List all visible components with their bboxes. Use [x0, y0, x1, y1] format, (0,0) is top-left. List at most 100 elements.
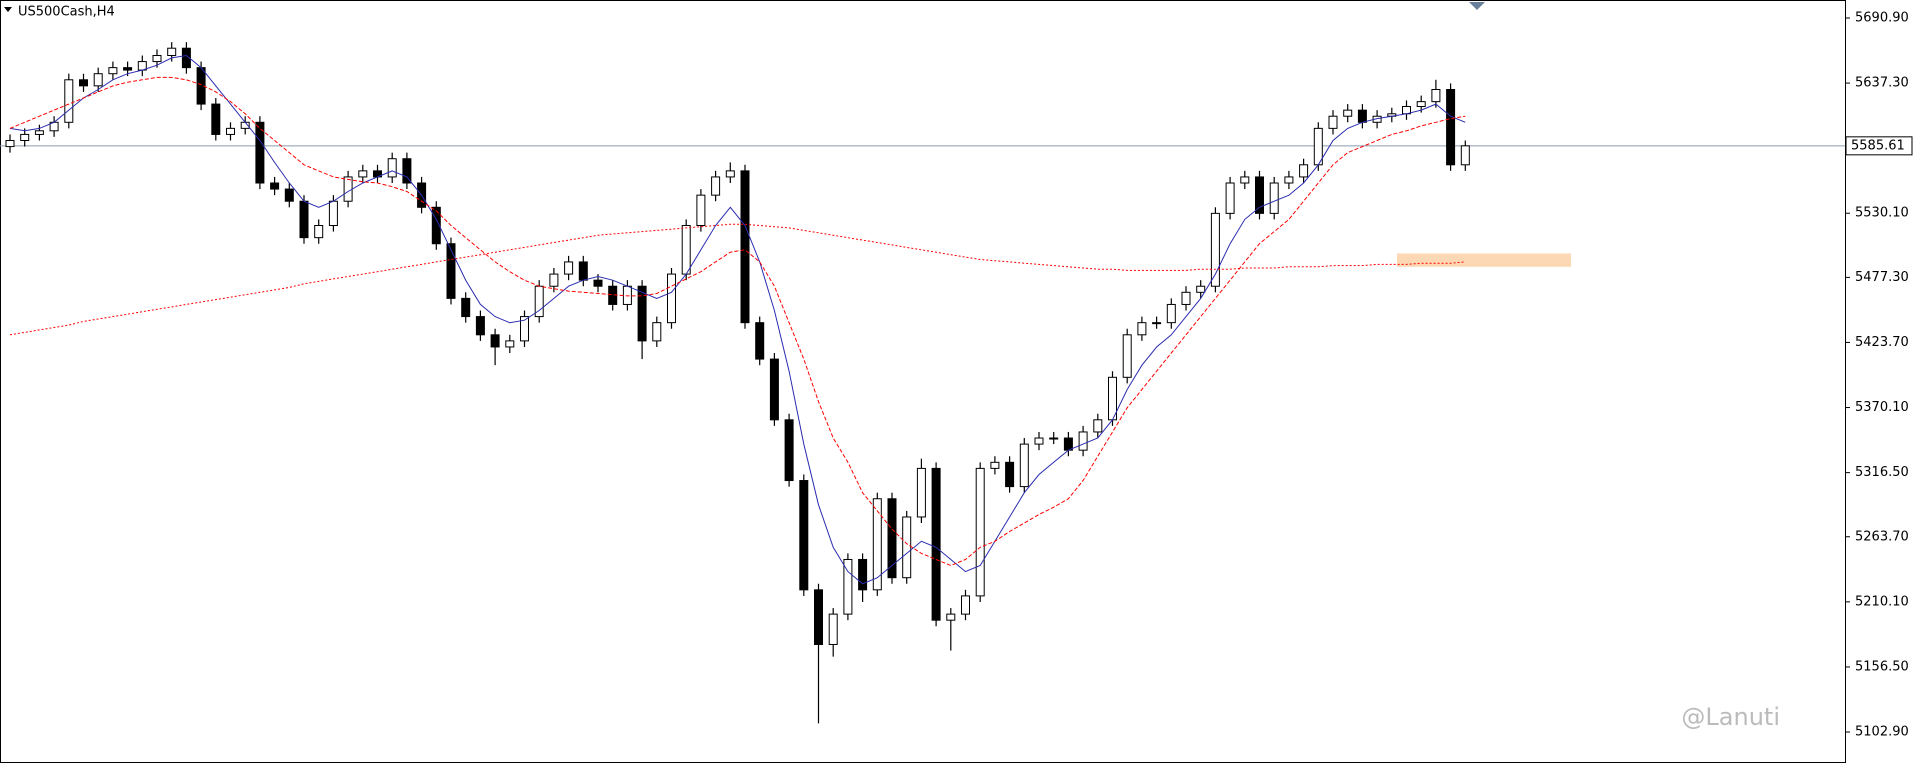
candle-body — [1460, 145, 1470, 166]
y-tick-label: 5210.10 — [1855, 594, 1909, 609]
candle-body — [564, 261, 574, 275]
candle-body — [255, 121, 265, 184]
candle-body — [858, 558, 868, 591]
candle-body — [1019, 443, 1029, 488]
candle-body — [20, 133, 30, 142]
candle-body — [1181, 291, 1191, 305]
candle-body — [211, 103, 221, 135]
candle-body — [1343, 109, 1353, 117]
menu-triangle — [4, 7, 12, 12]
candle-body — [946, 613, 956, 621]
candle-body — [505, 340, 515, 348]
candle-body — [402, 158, 412, 184]
current-price-label: 5585.61 — [1851, 138, 1905, 153]
candle-body — [652, 322, 662, 342]
candle-body — [711, 176, 721, 196]
candle-body — [887, 498, 897, 579]
candle-body — [1078, 431, 1088, 451]
candle-body — [1299, 164, 1309, 178]
candle-body — [1137, 322, 1147, 336]
candle-body — [1196, 285, 1206, 293]
candle-body — [769, 358, 779, 421]
candle-body — [740, 170, 750, 324]
moving-average-line — [9, 54, 1466, 585]
zone — [1397, 253, 1571, 267]
candle-body — [270, 182, 280, 190]
candle-body — [1269, 182, 1279, 214]
candle-body — [549, 273, 559, 287]
chart-title: US500Cash,H4 — [18, 5, 115, 20]
candle-body — [79, 79, 88, 87]
y-tick-label: 5423.70 — [1855, 335, 1909, 350]
candle-body — [1240, 176, 1250, 184]
candle-body — [1005, 461, 1015, 488]
candle-body — [784, 419, 794, 482]
candle-body — [181, 47, 191, 69]
y-tick-label: 5370.10 — [1855, 400, 1909, 415]
candle-body — [431, 206, 441, 245]
candle-body — [1049, 437, 1059, 440]
candle-body — [696, 194, 706, 227]
candle-body — [358, 170, 368, 178]
candle-body — [1210, 212, 1220, 287]
candle-body — [1328, 115, 1338, 129]
y-tick-label: 5263.70 — [1855, 529, 1909, 544]
candle-body — [622, 285, 632, 305]
candle-body — [343, 176, 353, 202]
candle-body — [637, 285, 647, 342]
candle-body — [916, 467, 926, 518]
candle-body — [167, 47, 177, 56]
candle-body — [284, 188, 294, 202]
candle-body — [152, 54, 162, 63]
candle-body — [226, 127, 235, 135]
candle-body — [5, 140, 15, 148]
candle-body — [446, 243, 456, 299]
candle-body — [520, 316, 529, 342]
y-tick-label: 5637.30 — [1855, 76, 1909, 91]
candle-body — [1034, 437, 1044, 445]
candle-body — [328, 200, 338, 227]
candle-body — [1166, 303, 1176, 324]
y-tick-label: 5156.50 — [1855, 659, 1909, 674]
candle-body — [681, 225, 691, 275]
candle-body — [490, 334, 500, 348]
candle-body — [1357, 109, 1367, 123]
candle-body — [475, 316, 485, 336]
candle-body — [814, 589, 823, 645]
candle-body — [461, 297, 471, 318]
moving-average-line — [9, 223, 1466, 336]
candle-body — [725, 170, 735, 178]
candle-body — [578, 261, 588, 281]
candle-body — [314, 225, 324, 239]
candle-body — [975, 467, 985, 597]
candle-body — [123, 67, 133, 71]
candle-body — [1416, 101, 1426, 108]
candle-body — [1093, 419, 1103, 433]
y-tick-label: 5530.10 — [1855, 206, 1909, 221]
candle-body — [755, 322, 765, 360]
candle-body — [1431, 89, 1441, 103]
candle-body — [1122, 334, 1132, 378]
y-tick-label: 5477.30 — [1855, 270, 1909, 285]
candle-body — [93, 73, 103, 87]
candle-body — [667, 273, 676, 324]
candle-body — [931, 467, 941, 621]
candle-body — [1284, 176, 1294, 184]
y-tick-label: 5102.90 — [1855, 725, 1909, 740]
candle-body — [828, 613, 838, 645]
candle-body — [799, 480, 809, 591]
y-tick-label: 5690.90 — [1855, 10, 1909, 25]
shift-marker — [1469, 2, 1485, 10]
candle-body — [299, 200, 309, 239]
candle-body — [387, 158, 397, 178]
candle-body — [64, 79, 74, 123]
candle-body — [843, 558, 853, 615]
watermark: @Lanuti — [1681, 703, 1780, 731]
moving-average-line — [9, 76, 1466, 567]
current-price-box — [1845, 136, 1913, 156]
candle-body — [1152, 322, 1162, 325]
candle-body — [593, 279, 603, 287]
plot-frame — [0, 0, 1846, 763]
